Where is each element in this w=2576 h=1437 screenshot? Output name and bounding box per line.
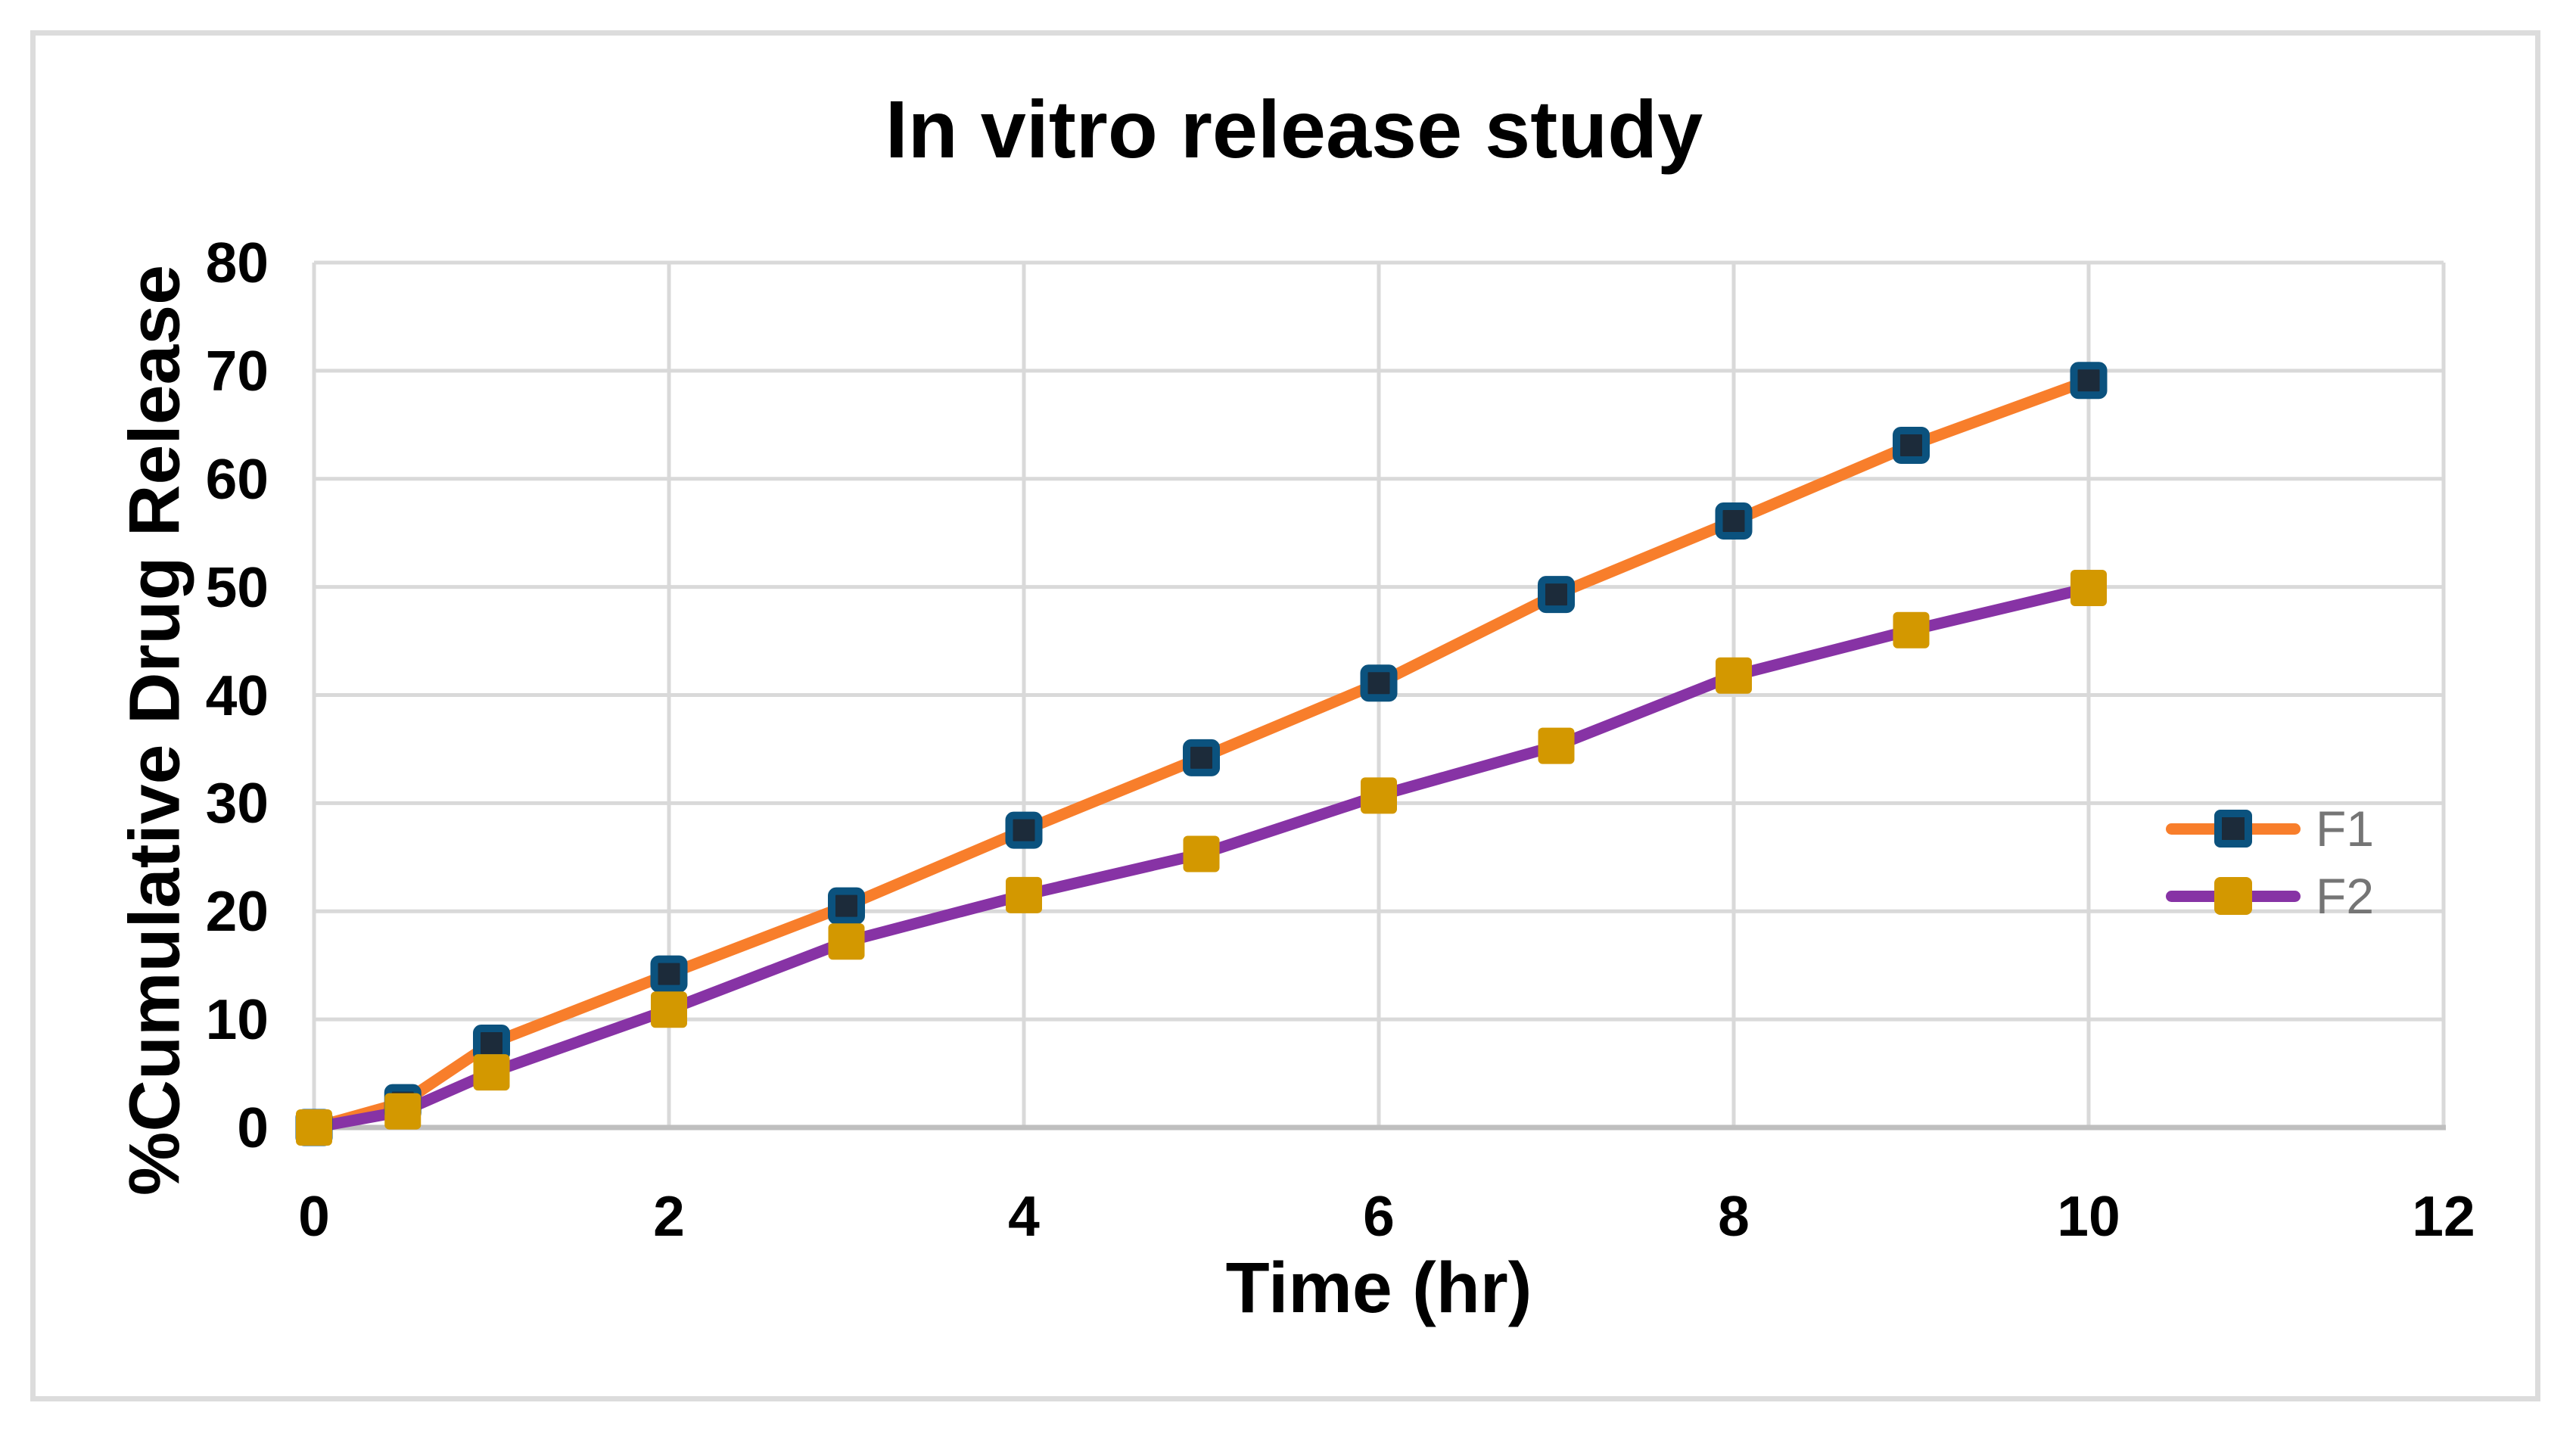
f1-marker (1183, 739, 1220, 776)
x-tick-label: 4 (1008, 1184, 1040, 1248)
legend-item-f2: F2 (2166, 869, 2374, 922)
y-tick-label: 20 (205, 879, 269, 944)
x-tick-label: 6 (1363, 1184, 1395, 1248)
legend-swatch-f2 (2166, 869, 2301, 922)
f1-marker (1715, 502, 1753, 540)
f1-marker (1360, 664, 1398, 702)
x-tick-label: 8 (1718, 1184, 1750, 1248)
y-tick-label: 30 (205, 771, 269, 835)
x-tick-label: 0 (298, 1184, 330, 1248)
f1-marker (2070, 362, 2108, 400)
y-tick-label: 40 (205, 663, 269, 727)
f2-marker (296, 1109, 332, 1146)
chart-title: In vitro release study (885, 83, 1703, 175)
y-tick-label: 80 (205, 231, 269, 294)
legend-label-f2: F2 (2316, 868, 2375, 924)
y-tick-label: 50 (205, 555, 269, 619)
f2-marker (384, 1093, 422, 1130)
f2-marker (828, 923, 865, 960)
x-tick-label: 2 (653, 1184, 685, 1248)
f2-marker (1006, 876, 1042, 913)
y-tick-label: 70 (205, 338, 269, 403)
x-tick-label: 12 (2412, 1184, 2475, 1248)
y-axis-title: %Cumulative Drug Release (114, 264, 195, 1196)
y-tick-label: 10 (205, 988, 269, 1052)
f2-marker (1716, 657, 1752, 694)
legend-label-f1: F1 (2316, 801, 2375, 857)
f2-marker (1893, 611, 1930, 649)
f2-marker (651, 991, 687, 1028)
x-axis-title: Time (hr) (1225, 1248, 1532, 1328)
f2-marker-icon (2214, 877, 2252, 915)
f1-marker (473, 1025, 510, 1062)
f1-marker (828, 887, 865, 925)
legend-item-f1: F1 (2166, 802, 2374, 855)
f1-marker (650, 955, 688, 993)
f1-marker-icon (2214, 810, 2252, 848)
y-tick-label: 0 (237, 1096, 269, 1159)
x-tick-label: 10 (2057, 1184, 2120, 1248)
f2-marker (2070, 570, 2107, 607)
legend: F1 F2 (2166, 802, 2374, 937)
f2-marker (1361, 777, 1397, 814)
f2-marker (1538, 727, 1575, 764)
legend-swatch-f1 (2166, 802, 2301, 855)
f1-marker (1005, 811, 1043, 849)
f1-marker (1538, 576, 1575, 614)
f2-marker (473, 1054, 510, 1091)
y-tick-label: 60 (205, 446, 269, 511)
f1-marker (1893, 426, 1930, 464)
f2-marker (1183, 835, 1220, 872)
